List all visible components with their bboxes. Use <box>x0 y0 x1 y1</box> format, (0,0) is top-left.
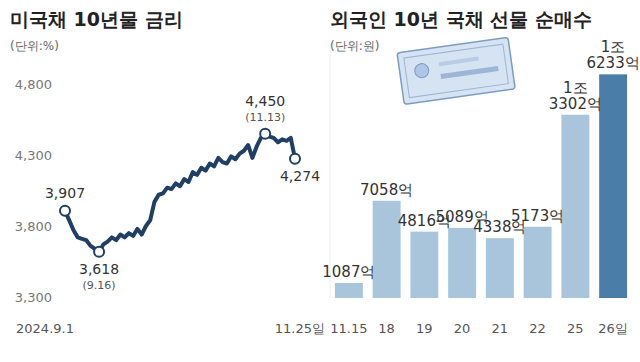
x-tick-label: 21 <box>492 321 509 336</box>
data-label: 7058억 <box>360 181 413 199</box>
point-marker <box>260 129 270 139</box>
x-tick-label: 26일 <box>598 321 628 336</box>
title: 외국인 10년 국채 선물 순매수 <box>330 8 592 30</box>
x-tick-label: 11.15 <box>330 321 367 336</box>
canvas: 미국채 10년물 금리(단위:%)3,3003,8004,3004,800202… <box>0 0 640 362</box>
annotation: 4,450 <box>245 93 285 109</box>
y-tick-label: 3,300 <box>15 290 52 305</box>
data-label: 1087억 <box>322 263 375 281</box>
data-label: 1조3302억 <box>549 79 602 113</box>
data-label-line: 3302억 <box>549 95 602 113</box>
bond-seal <box>414 63 430 79</box>
data-label-line: 5173억 <box>511 207 564 225</box>
bond-line <box>440 66 498 79</box>
bar <box>524 227 552 298</box>
line <box>65 134 295 252</box>
annotation-note: (9.16) <box>83 279 116 292</box>
data-label-line: 7058억 <box>360 181 413 199</box>
point-marker <box>94 247 104 257</box>
x-tick-label: 20 <box>454 321 471 336</box>
x-tick-label: 19 <box>416 321 433 336</box>
annotation: 4,274 <box>280 168 320 184</box>
plot-area <box>65 134 295 252</box>
y-tick-label: 4,800 <box>15 77 52 92</box>
subtitle: (단위:원) <box>330 39 379 53</box>
point-marker <box>290 154 300 164</box>
x-tick-label: 2024.9.1 <box>16 321 74 336</box>
annotation: 3,618 <box>79 261 119 277</box>
x-tick-label: 25 <box>567 321 584 336</box>
bar-chart: 외국인 10년 국채 선물 순매수 (단위:원) 1087억 11.15 7058억 18… <box>322 8 639 336</box>
bar <box>373 201 401 298</box>
annotation: 3,907 <box>45 185 85 201</box>
axis-line <box>330 50 331 298</box>
bond-border <box>404 44 509 98</box>
bar <box>486 238 514 298</box>
subtitle: (단위:%) <box>10 39 59 53</box>
point-marker <box>60 206 70 216</box>
bond-line <box>439 57 479 67</box>
annotation-note: (11.13) <box>245 111 285 124</box>
bar <box>599 74 627 298</box>
data-label: 1조6233억 <box>587 38 640 72</box>
bar <box>410 232 438 298</box>
x-tick-label: 11.25일 <box>275 321 325 336</box>
x-tick-label: 18 <box>378 321 395 336</box>
y-tick-label: 4,300 <box>15 148 52 163</box>
data-label-line: 1087억 <box>322 263 375 281</box>
y-tick-label: 3,800 <box>15 219 52 234</box>
plot-area <box>335 74 627 298</box>
bond-paper <box>397 37 515 104</box>
data-label-line: 6233억 <box>587 54 640 72</box>
bond-icon <box>397 37 515 104</box>
data-label: 5173억 <box>511 207 564 225</box>
title: 미국채 10년물 금리 <box>10 8 183 30</box>
line-chart: 미국채 10년물 금리 (단위:%) 3,300 3,800 4,300 4,800 202… <box>10 8 325 336</box>
bar <box>561 115 589 298</box>
bar <box>335 283 363 298</box>
bar <box>448 228 476 298</box>
x-tick-label: 22 <box>529 321 546 336</box>
